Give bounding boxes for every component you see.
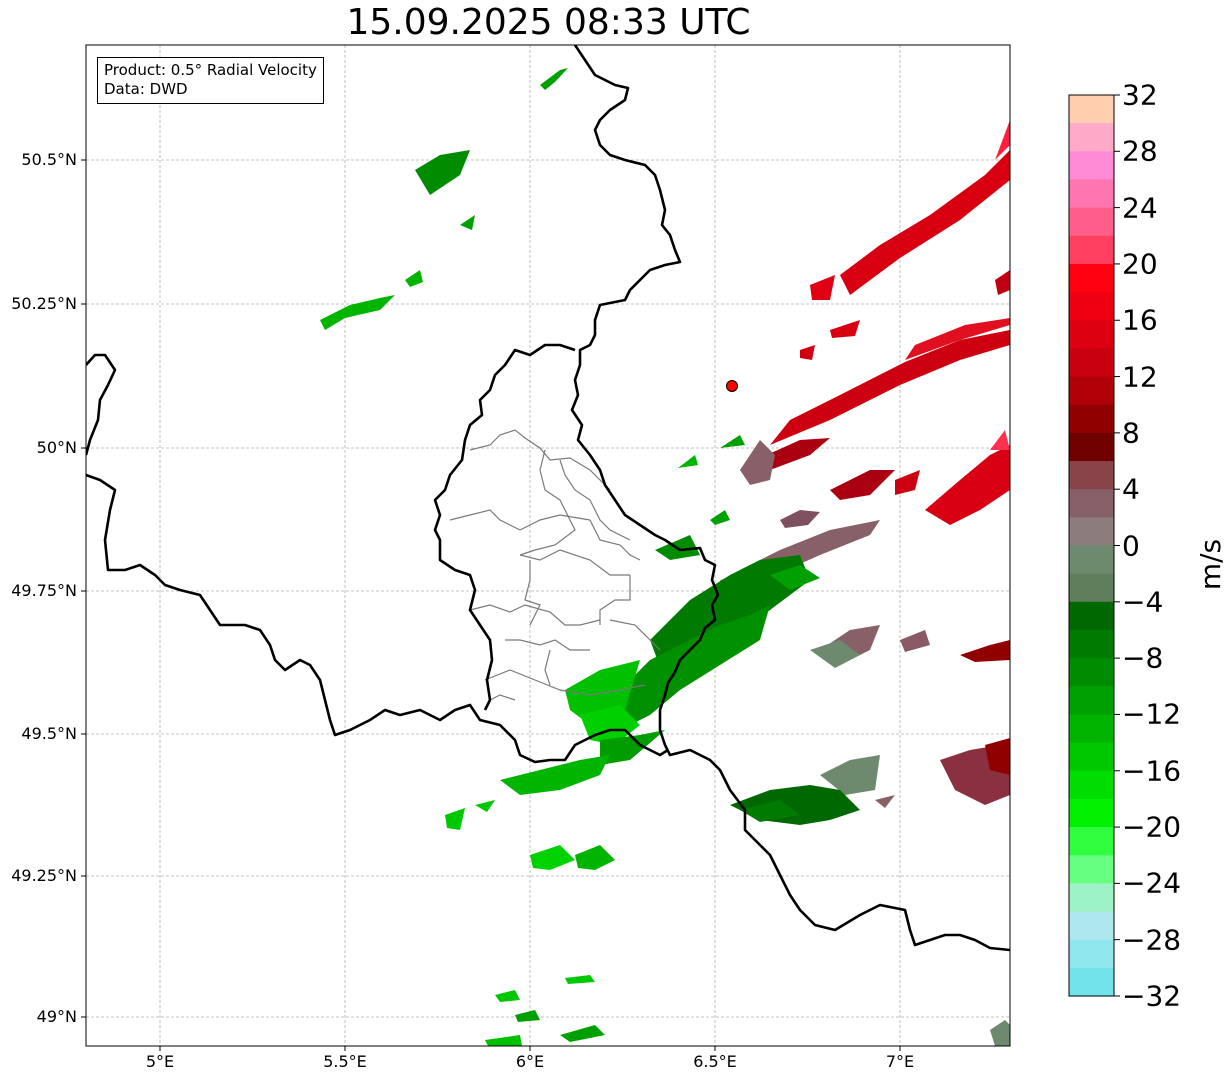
colorbar-segment: [1069, 658, 1114, 687]
radar-echoes-red: [760, 120, 1010, 805]
colorbar-segment: [1069, 714, 1114, 744]
colorbar-segment: [1069, 883, 1114, 913]
colorbar-segment: [1069, 545, 1114, 575]
colorbar-tick-label: −24: [1122, 866, 1182, 900]
colorbar-segment: [1069, 123, 1114, 152]
colorbar-segment: [1069, 320, 1114, 350]
colorbar-segment: [1069, 432, 1114, 462]
colorbar-segment: [1069, 348, 1114, 378]
colorbar-segment: [1069, 461, 1114, 490]
colorbar-segment: [1069, 827, 1114, 856]
colorbar: [1068, 94, 1120, 997]
admin-boundaries: [449, 429, 661, 701]
colorbar-segment: [1069, 770, 1114, 800]
lon-label: 6°E: [515, 1052, 545, 1071]
colorbar-segment: [1069, 798, 1114, 828]
lat-label: 50.25°N: [11, 294, 77, 313]
axis-ticks: [81, 159, 901, 1051]
lat-label: 49.75°N: [11, 581, 77, 600]
lon-label: 5°E: [145, 1052, 175, 1071]
colorbar-segment: [1069, 742, 1114, 772]
plot-frame: [85, 44, 1011, 1047]
colorbar-segment: [1069, 179, 1114, 209]
colorbar-segment: [1069, 95, 1114, 124]
colorbar-segment: [1069, 911, 1114, 941]
colorbar-segment: [1069, 263, 1114, 293]
colorbar-segment: [1069, 404, 1114, 434]
colorbar-segment: [1069, 601, 1114, 631]
colorbar-segment: [1069, 489, 1114, 518]
map-title: 15.09.2025 08:33 UTC: [346, 2, 751, 43]
colorbar-tick-label: −4: [1122, 585, 1164, 619]
colorbar-tick-label: 16: [1122, 303, 1158, 337]
colorbar-segment: [1069, 629, 1114, 659]
grid: [86, 45, 1010, 1046]
colorbar-tick-label: 12: [1122, 360, 1158, 394]
lon-label: 6.5°E: [693, 1052, 737, 1071]
lat-label: 49.25°N: [11, 866, 77, 885]
colorbar-segment: [1069, 517, 1114, 547]
colorbar-tick-label: 8: [1122, 416, 1140, 450]
colorbar-tick-label: −28: [1122, 923, 1182, 957]
colorbar-segment: [1069, 573, 1114, 603]
lat-label: 49.5°N: [21, 724, 77, 743]
colorbar-segment: [1069, 967, 1114, 997]
colorbar-segment: [1069, 939, 1114, 969]
colorbar-segment: [1069, 376, 1114, 406]
info-box: Product: 0.5° Radial Velocity Data: DWD: [97, 57, 324, 104]
data-source-label: Data: DWD: [104, 80, 188, 98]
lat-label: 50°N: [36, 438, 77, 457]
lat-label: 50.5°N: [21, 150, 77, 169]
national-borders: [86, 45, 1010, 952]
colorbar-segment: [1069, 855, 1114, 884]
colorbar-segment: [1069, 292, 1114, 321]
colorbar-tick-label: 24: [1122, 191, 1158, 225]
lat-label: 49°N: [36, 1007, 77, 1026]
colorbar-tick-label: −16: [1122, 754, 1182, 788]
colorbar-tick-label: 28: [1122, 134, 1158, 168]
colorbar-tick-label: −8: [1122, 641, 1164, 675]
colorbar-tick-label: 4: [1122, 472, 1140, 506]
product-label: Product: 0.5° Radial Velocity: [104, 61, 317, 79]
colorbar-tick-label: −20: [1122, 810, 1182, 844]
colorbar-tick-label: 0: [1122, 529, 1140, 562]
colorbar-tick-label: 32: [1122, 78, 1158, 112]
colorbar-tick-label: −12: [1122, 697, 1182, 731]
colorbar-unit-label: m/s: [1194, 538, 1225, 591]
colorbar-segment: [1069, 686, 1114, 716]
lon-label: 7°E: [885, 1052, 915, 1071]
colorbar-segment: [1069, 151, 1114, 181]
radar-site-marker: [726, 380, 738, 392]
colorbar-segment: [1069, 207, 1114, 237]
colorbar-tick-label: −32: [1122, 979, 1182, 1013]
lon-label: 5.5°E: [323, 1052, 367, 1071]
colorbar-segment: [1069, 235, 1114, 265]
colorbar-tick-label: 20: [1122, 247, 1158, 281]
